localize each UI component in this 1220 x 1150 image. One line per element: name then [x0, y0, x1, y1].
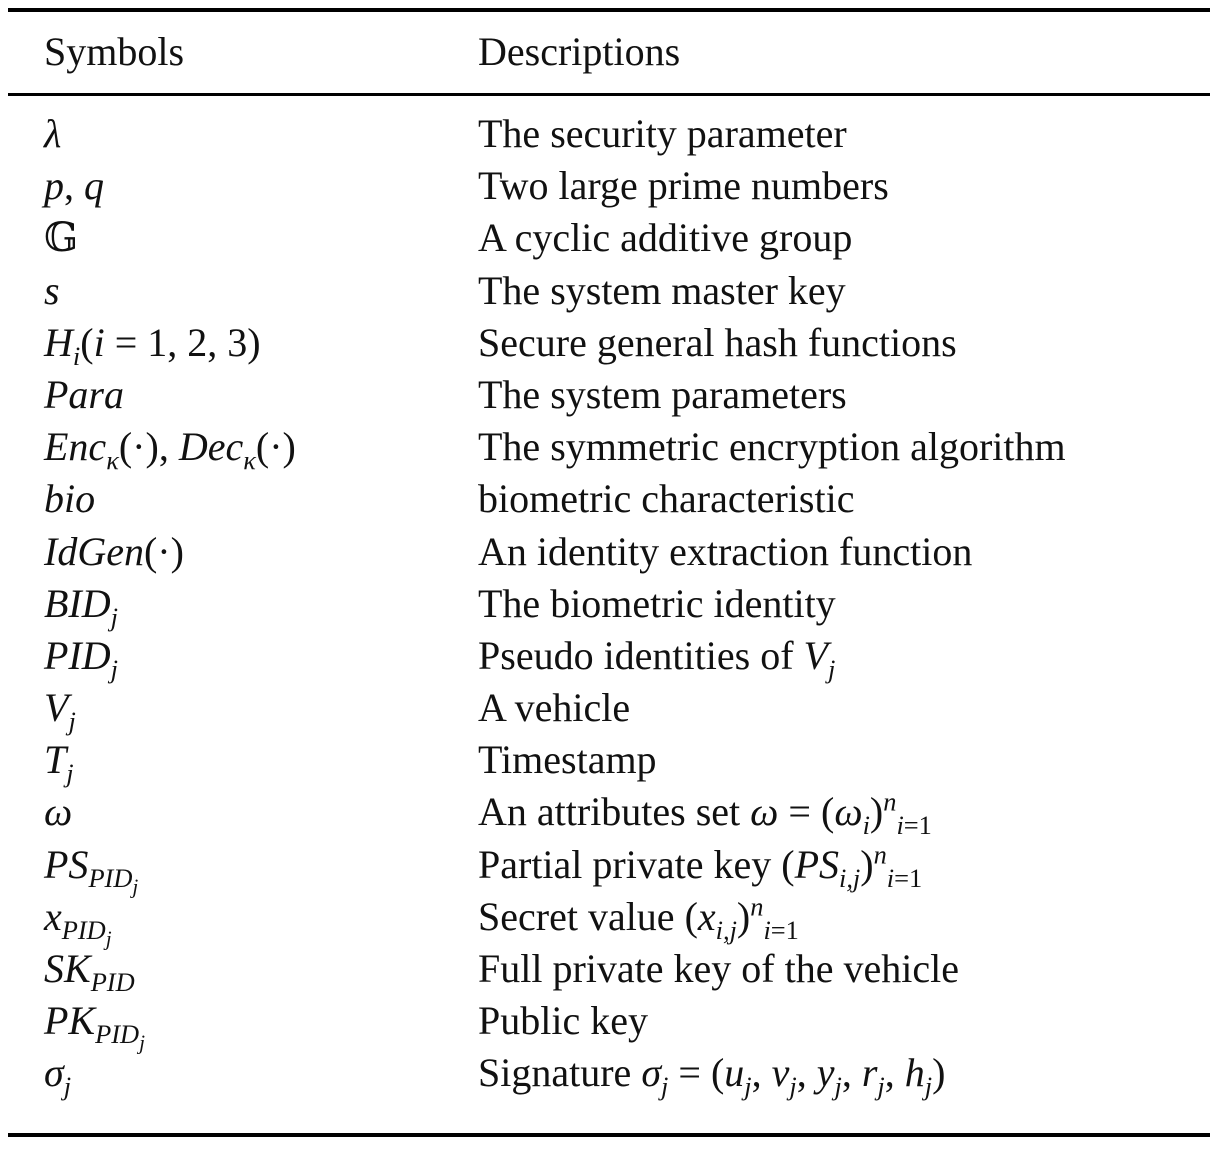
table-row: SKPID Full private key of the vehicle	[0, 943, 1220, 995]
symbol-cell: IdGen(·)	[44, 528, 184, 574]
symbol-cell: Para	[44, 371, 124, 417]
table-header-rule	[8, 93, 1210, 96]
math-expression: ω = (ωi)ni=1	[750, 787, 932, 841]
description-cell: An identity extraction function	[478, 528, 973, 574]
description-text: Pseudo identities of	[478, 632, 804, 678]
description-cell: A cyclic additive group	[478, 215, 853, 261]
table-row: ω An attributes set ω = (ωi)ni=1	[0, 786, 1220, 841]
description-cell: The system master key	[478, 267, 846, 313]
symbol-cell: PIDj	[44, 632, 118, 684]
table-top-rule	[8, 8, 1210, 12]
description-cell: biometric characteristic	[478, 476, 855, 522]
symbol-cell: Tj	[44, 737, 74, 789]
table-row: PIDj Pseudo identities of Vj	[0, 630, 1220, 682]
description-cell: Partial private key (PSi,j)ni=1	[478, 839, 922, 891]
symbol-cell: p, q	[44, 163, 104, 209]
description-cell: An attributes set ω = (ωi)ni=1	[478, 786, 932, 841]
header-symbols: Symbols	[44, 29, 185, 74]
symbol-cell: 𝔾	[44, 215, 79, 261]
math-expression: (xi,j)ni=1	[684, 891, 799, 945]
symbol-cell: xPIDj	[44, 893, 112, 951]
table-row: Vj A vehicle	[0, 682, 1220, 734]
symbol-cell: BIDj	[44, 580, 118, 632]
table-row: PKPIDj Public key	[0, 995, 1220, 1055]
description-cell: Public key	[478, 998, 648, 1044]
symbol-cell: s	[44, 267, 60, 313]
description-text: An attributes set	[478, 789, 751, 835]
description-cell: Signature σj = (uj, vj, yj, rj, hj)	[478, 1047, 945, 1099]
table-row: s The system master key	[0, 265, 1220, 317]
math-expression: σj = (uj, vj, yj, rj, hj)	[641, 1050, 946, 1102]
table-row: Hi(i = 1, 2, 3) Secure general hash func…	[0, 317, 1220, 369]
table-row: xPIDj Secret value (xi,j)ni=1	[0, 891, 1220, 951]
description-cell: The symmetric encryption algorithm	[478, 424, 1066, 470]
description-cell: Pseudo identities of Vj	[478, 630, 835, 682]
description-text: Secret value	[478, 893, 685, 939]
math-expression: (PSi,j)ni=1	[781, 839, 923, 893]
table-row: λ The security parameter	[0, 108, 1220, 160]
header-descriptions: Descriptions	[478, 29, 681, 74]
symbol-cell: PKPIDj	[44, 998, 145, 1055]
symbol-cell: PSPIDj	[44, 841, 139, 898]
table-row: PSPIDj Partial private key (PSi,j)ni=1	[0, 839, 1220, 898]
description-cell: The system parameters	[478, 371, 847, 417]
table-row: Encκ(·), Decκ(·) The symmetric encryptio…	[0, 421, 1220, 473]
table-row: σj Signature σj = (uj, vj, yj, rj, hj)	[0, 1047, 1220, 1099]
description-cell: Two large prime numbers	[478, 163, 889, 209]
table-row: Para The system parameters	[0, 369, 1220, 421]
description-cell: A vehicle	[478, 685, 631, 731]
table-row: bio biometric characteristic	[0, 473, 1220, 525]
table-row: Tj Timestamp	[0, 734, 1220, 786]
symbol-cell: Hi(i = 1, 2, 3)	[44, 319, 261, 371]
symbol-cell: ω	[44, 789, 73, 835]
table-bottom-rule	[8, 1133, 1210, 1137]
symbol-cell: SKPID	[44, 946, 135, 997]
description-cell: The security parameter	[478, 111, 847, 156]
description-text: Partial private key	[478, 841, 782, 887]
table-row: p, q Two large prime numbers	[0, 160, 1220, 212]
symbol-cell: Vj	[44, 685, 76, 737]
description-cell: Secret value (xi,j)ni=1	[478, 891, 799, 943]
math-expression: Vj	[803, 632, 836, 684]
description-text: Signature	[478, 1050, 642, 1096]
symbol-cell: bio	[44, 476, 96, 522]
symbol-cell: λ	[44, 111, 62, 156]
table-row: BIDj The biometric identity	[0, 578, 1220, 630]
symbol-cell: σj	[44, 1050, 72, 1102]
description-cell: Full private key of the vehicle	[478, 946, 959, 991]
description-cell: Timestamp	[478, 737, 657, 783]
table-body: λ The security parameter p, q Two large …	[0, 108, 1220, 1100]
table-row: 𝔾 A cyclic additive group	[0, 212, 1220, 264]
description-cell: Secure general hash functions	[478, 319, 957, 365]
description-cell: The biometric identity	[478, 580, 836, 626]
symbol-cell: Encκ(·), Decκ(·)	[44, 424, 296, 476]
table-row: IdGen(·) An identity extraction function	[0, 526, 1220, 578]
